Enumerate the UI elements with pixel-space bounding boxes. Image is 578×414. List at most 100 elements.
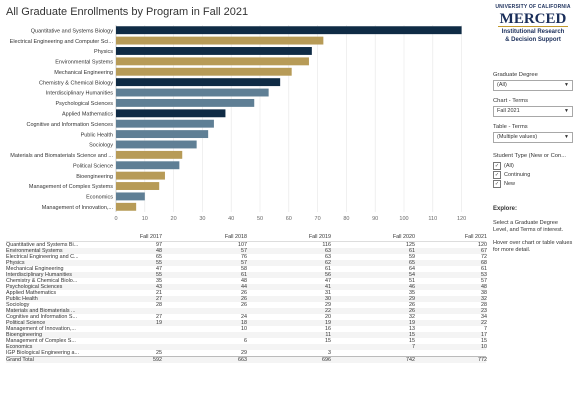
- table-cell[interactable]: 742: [406, 357, 415, 363]
- table-cell[interactable]: 18: [241, 320, 247, 326]
- table-cell[interactable]: 48: [241, 278, 247, 284]
- table-cell[interactable]: 55: [156, 260, 162, 266]
- table-row[interactable]: Management of Innovation,... 10 16 13 7: [6, 326, 487, 332]
- chart-bar[interactable]: [116, 26, 462, 35]
- table-cell[interactable]: 107: [238, 242, 247, 248]
- table-cell[interactable]: 61: [481, 266, 487, 272]
- chart-bar[interactable]: [116, 192, 145, 201]
- chart-bar[interactable]: [116, 130, 209, 139]
- table-row[interactable]: Materials and Biomaterials ... 22 26 23: [6, 308, 487, 314]
- table-row[interactable]: Bioengineering 11 15 17: [6, 332, 487, 338]
- table-cell[interactable]: 3: [328, 350, 331, 356]
- table-cell[interactable]: 67: [481, 248, 487, 254]
- chart-bar[interactable]: [116, 202, 137, 211]
- table-cell[interactable]: 76: [241, 254, 247, 260]
- table-cell[interactable]: 65: [156, 254, 162, 260]
- table-cell[interactable]: 24: [241, 314, 247, 320]
- enrollment-table[interactable]: Fall 2017 Fall 2018 Fall 2019 Fall 2020 …: [6, 234, 487, 363]
- table-row[interactable]: Mechanical Engineering 47 58 61 64 61: [6, 266, 487, 272]
- table-cell[interactable]: 48: [156, 248, 162, 254]
- table-cell[interactable]: 16: [325, 326, 331, 332]
- table-cell[interactable]: 21: [156, 290, 162, 296]
- chart-bar[interactable]: [116, 171, 165, 180]
- table-cell[interactable]: 43: [156, 284, 162, 290]
- table-cell[interactable]: 26: [241, 302, 247, 308]
- table-cell[interactable]: 72: [481, 254, 487, 260]
- table-cell[interactable]: 48: [481, 284, 487, 290]
- table-cell[interactable]: 58: [241, 266, 247, 272]
- table-cell[interactable]: 32: [409, 314, 415, 320]
- table-cell[interactable]: 29: [409, 296, 415, 302]
- table-cell[interactable]: 696: [322, 357, 331, 363]
- enrollment-bar-chart[interactable]: 0 10 20 30 40 50 60 70 80 90 100 110 120 Quantitative…: [0, 22, 480, 232]
- table-row[interactable]: Physics 55 57 62 65 68: [6, 260, 487, 266]
- table-cell[interactable]: 47: [156, 266, 162, 272]
- table-cell[interactable]: 6: [244, 338, 247, 344]
- table-row[interactable]: Political Science 19 18 19 19 22: [6, 320, 487, 326]
- table-cell[interactable]: 10: [481, 344, 487, 350]
- table-cell[interactable]: 125: [406, 242, 415, 248]
- chart-bar[interactable]: [116, 109, 226, 118]
- chart-bar[interactable]: [116, 67, 292, 76]
- table-cell[interactable]: 120: [478, 242, 487, 248]
- table-cell[interactable]: 57: [241, 248, 247, 254]
- table-cell[interactable]: 15: [481, 338, 487, 344]
- table-cell[interactable]: 592: [153, 357, 162, 363]
- table-row[interactable]: IGP Biological Engineering a... 25 29 3: [6, 350, 486, 356]
- table-cell[interactable]: 41: [325, 284, 331, 290]
- table-row[interactable]: Sociology 28 26 29 26 28: [6, 302, 487, 308]
- table-cell[interactable]: 53: [481, 272, 487, 278]
- chart-bar[interactable]: [116, 88, 269, 97]
- table-cell[interactable]: 27: [156, 296, 162, 302]
- grand-total-row[interactable]: Grand Total 592 663 696 742 772: [6, 356, 487, 363]
- table-cell[interactable]: 61: [241, 272, 247, 278]
- table-cell[interactable]: 26: [409, 308, 415, 314]
- table-cell[interactable]: 35: [156, 278, 162, 284]
- table-cell[interactable]: 29: [241, 350, 247, 356]
- table-cell[interactable]: 772: [478, 357, 487, 363]
- table-cell[interactable]: 17: [481, 332, 487, 338]
- table-cell[interactable]: 63: [325, 254, 331, 260]
- table-cell[interactable]: 15: [325, 338, 331, 344]
- chart-bar[interactable]: [116, 47, 312, 55]
- table-cell[interactable]: 7: [484, 326, 487, 332]
- chart-bar[interactable]: [116, 161, 180, 170]
- chart-bar[interactable]: [116, 78, 281, 87]
- table-cell[interactable]: 26: [241, 296, 247, 302]
- table-cell[interactable]: 29: [325, 302, 331, 308]
- table-cell[interactable]: 62: [325, 260, 331, 266]
- table-cell[interactable]: 27: [156, 314, 162, 320]
- chart-bar[interactable]: [116, 36, 324, 45]
- chart-bar[interactable]: [116, 119, 214, 128]
- table-cell[interactable]: 19: [409, 320, 415, 326]
- table-cell[interactable]: 28: [481, 302, 487, 308]
- checkbox-new[interactable]: ✓ New: [493, 179, 573, 188]
- table-row[interactable]: Public Health 27 26 30 29 32: [6, 296, 487, 302]
- table-cell[interactable]: 34: [481, 314, 487, 320]
- table-cell[interactable]: 26: [409, 302, 415, 308]
- table-row[interactable]: Applied Mathematics 21 26 31 35 38: [6, 290, 487, 296]
- table-cell[interactable]: 61: [325, 266, 331, 272]
- table-row[interactable]: Environmental Systems 48 57 63 61 67: [6, 248, 487, 254]
- table-cell[interactable]: 7: [412, 344, 415, 350]
- table-cell[interactable]: 11: [325, 332, 331, 338]
- checkbox-all[interactable]: ✓ (All): [493, 161, 573, 170]
- chart-bar[interactable]: [116, 98, 255, 107]
- table-cell[interactable]: 68: [481, 260, 487, 266]
- table-cell[interactable]: 15: [409, 338, 415, 344]
- table-cell[interactable]: 20: [325, 314, 331, 320]
- chart-bar[interactable]: [116, 182, 160, 190]
- table-cell[interactable]: 57: [481, 278, 487, 284]
- table-cell[interactable]: 32: [481, 296, 487, 302]
- table-cell[interactable]: 35: [409, 290, 415, 296]
- table-cell[interactable]: 44: [241, 284, 247, 290]
- table-cell[interactable]: 31: [325, 290, 331, 296]
- chart-svg[interactable]: 0 10 20 30 40 50 60 70 80 90 100 110 120 Quantitative…: [0, 22, 480, 232]
- chart-bar[interactable]: [116, 150, 183, 159]
- table-cell[interactable]: 55: [156, 272, 162, 278]
- table-cell[interactable]: 23: [481, 308, 487, 314]
- checkbox-continuing[interactable]: ✓ Continuing: [493, 170, 573, 179]
- table-cell[interactable]: 13: [409, 326, 415, 332]
- table-cell[interactable]: 30: [325, 296, 331, 302]
- table-cell[interactable]: 56: [325, 272, 331, 278]
